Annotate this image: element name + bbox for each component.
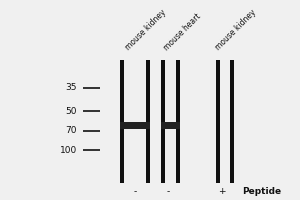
Bar bbox=[216, 60, 220, 183]
Text: mouse kidney: mouse kidney bbox=[214, 8, 258, 52]
Bar bbox=[218, 60, 232, 183]
Text: 100: 100 bbox=[60, 146, 77, 155]
Bar bbox=[122, 60, 148, 183]
Text: -: - bbox=[167, 188, 170, 196]
Bar bbox=[163, 60, 178, 183]
Bar bbox=[161, 60, 165, 183]
Text: mouse heart: mouse heart bbox=[162, 11, 202, 52]
Text: mouse kidney: mouse kidney bbox=[124, 8, 168, 52]
Bar bbox=[176, 60, 180, 183]
Text: -: - bbox=[134, 188, 136, 196]
Text: 50: 50 bbox=[65, 107, 77, 116]
Bar bbox=[120, 60, 124, 183]
Bar bbox=[146, 60, 150, 183]
Bar bbox=[161, 121, 180, 129]
Text: Peptide: Peptide bbox=[242, 188, 282, 196]
Text: +: + bbox=[218, 188, 226, 196]
Text: 70: 70 bbox=[65, 126, 77, 135]
Text: 35: 35 bbox=[65, 83, 77, 92]
Bar bbox=[230, 60, 234, 183]
Bar bbox=[120, 121, 150, 129]
